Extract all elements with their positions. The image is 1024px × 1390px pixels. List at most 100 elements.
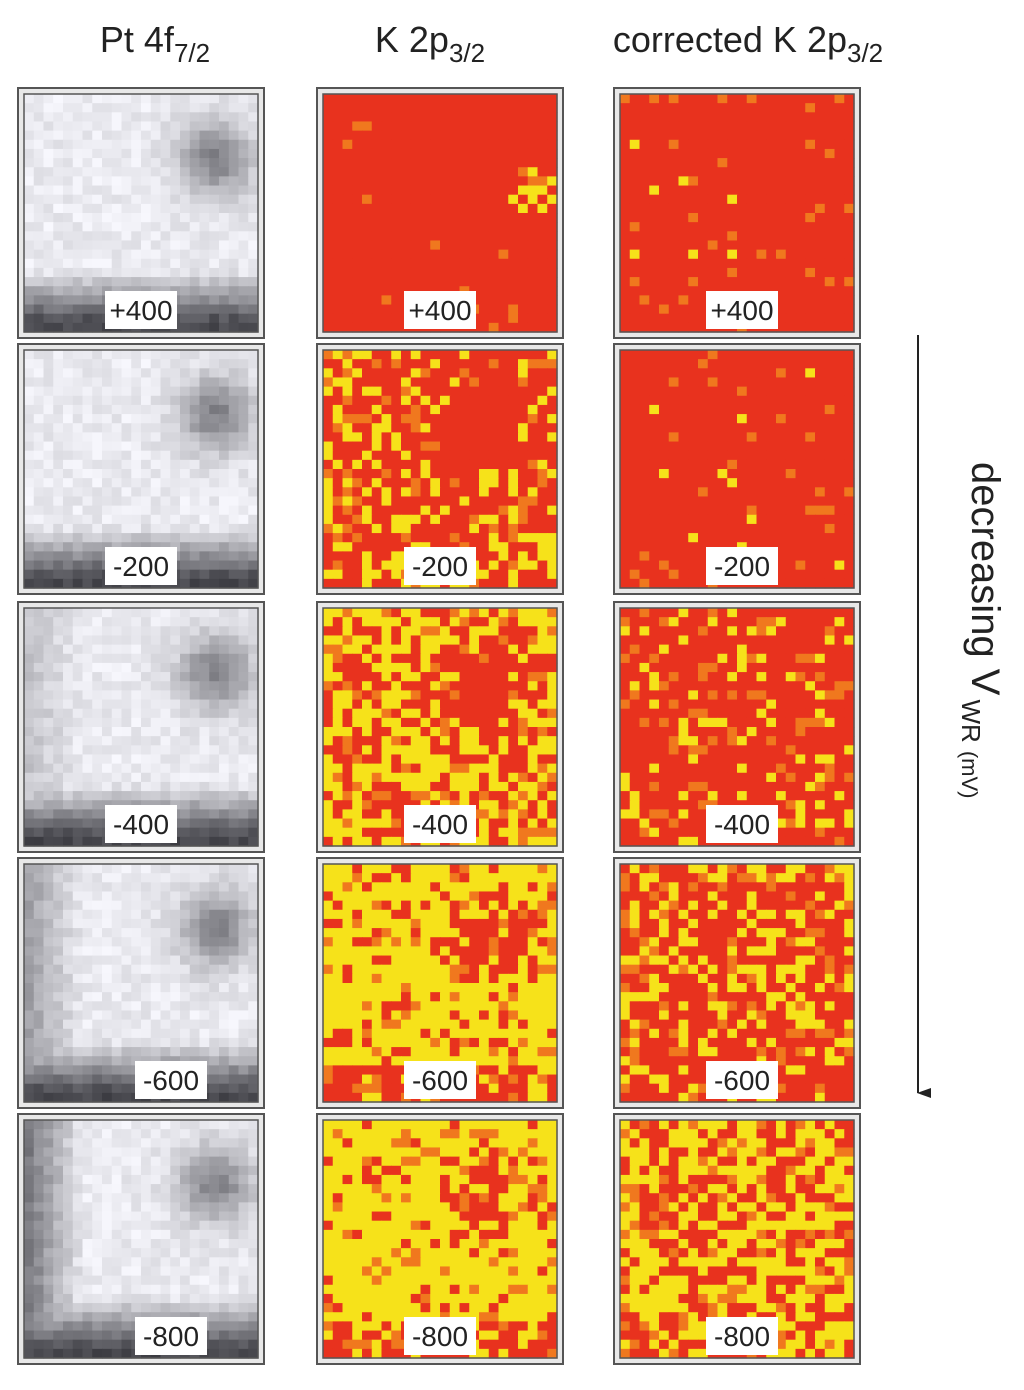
pixel — [219, 736, 229, 746]
pixel — [528, 222, 538, 232]
pixel — [323, 195, 333, 205]
pixel — [776, 368, 786, 378]
pixel — [649, 487, 659, 497]
pixel — [825, 570, 835, 580]
pixel — [538, 131, 548, 141]
pixel — [640, 469, 650, 479]
pixel — [499, 423, 509, 433]
pixel — [219, 819, 229, 829]
pixel — [518, 396, 528, 406]
pixel — [835, 131, 845, 141]
pixel — [835, 140, 845, 150]
pixel — [450, 423, 460, 433]
pixel — [372, 405, 382, 415]
pixel — [151, 405, 161, 415]
pixel — [460, 608, 470, 618]
pixel — [679, 350, 689, 360]
pixel — [92, 222, 102, 232]
pixel — [239, 140, 249, 150]
pixel — [229, 277, 239, 287]
pixel — [83, 277, 93, 287]
pixel — [239, 103, 249, 113]
pixel — [141, 764, 151, 774]
pixel — [34, 690, 44, 700]
pixel — [323, 359, 333, 369]
pixel — [219, 570, 229, 580]
pixel — [352, 542, 362, 552]
pixel — [450, 167, 460, 177]
pixel — [679, 469, 689, 479]
pixel — [362, 718, 372, 728]
pixel — [248, 654, 258, 664]
pixel — [698, 222, 708, 232]
pixel — [53, 487, 63, 497]
pixel — [239, 672, 249, 682]
pixel — [469, 213, 479, 223]
pixel — [161, 533, 171, 543]
pixel — [24, 259, 34, 269]
pixel — [141, 414, 151, 424]
pixel — [411, 791, 421, 801]
pixel — [53, 414, 63, 424]
pixel — [538, 387, 548, 397]
pixel — [83, 103, 93, 113]
pixel — [844, 460, 854, 470]
pixel — [489, 186, 499, 196]
pixel — [786, 350, 796, 360]
pixel — [352, 103, 362, 113]
pixel — [34, 240, 44, 250]
pixel — [786, 469, 796, 479]
pixel — [248, 94, 258, 104]
pixel — [333, 663, 343, 673]
pixel — [786, 268, 796, 278]
pixel — [170, 414, 180, 424]
pixel — [209, 645, 219, 655]
pixel — [112, 681, 122, 691]
pixel — [547, 295, 557, 305]
pixel — [229, 112, 239, 122]
pixel — [248, 745, 258, 755]
pixel — [508, 551, 518, 561]
pixel — [815, 259, 825, 269]
pixel — [538, 176, 548, 186]
pixel — [796, 323, 806, 333]
pixel — [239, 387, 249, 397]
pixel — [528, 635, 538, 645]
pixel — [44, 524, 54, 534]
pixel — [151, 350, 161, 360]
pixel — [401, 718, 411, 728]
pixel — [333, 140, 343, 150]
pixel — [727, 496, 737, 506]
pixel — [630, 551, 640, 561]
pixel — [469, 700, 479, 710]
pixel — [708, 204, 718, 214]
pixel — [200, 718, 210, 728]
pixel — [440, 791, 450, 801]
pixel — [430, 754, 440, 764]
pixel — [518, 524, 528, 534]
pixel — [229, 268, 239, 278]
pixel — [747, 112, 757, 122]
pixel — [401, 515, 411, 525]
pixel — [83, 140, 93, 150]
pixel — [53, 570, 63, 580]
pixel — [24, 782, 34, 792]
pixel — [391, 791, 401, 801]
pixel — [382, 423, 392, 433]
pixel — [450, 608, 460, 618]
panel: -200 — [317, 344, 563, 594]
pixel — [219, 112, 229, 122]
pixel — [844, 533, 854, 543]
pixel — [73, 250, 83, 260]
pixel — [102, 112, 112, 122]
pixel — [24, 460, 34, 470]
pixel — [391, 368, 401, 378]
pixel — [333, 121, 343, 131]
pixel — [44, 782, 54, 792]
pixel — [796, 359, 806, 369]
pixel — [131, 94, 141, 104]
pixel — [239, 396, 249, 406]
pixel — [73, 570, 83, 580]
pixel — [343, 533, 353, 543]
pixel — [180, 387, 190, 397]
